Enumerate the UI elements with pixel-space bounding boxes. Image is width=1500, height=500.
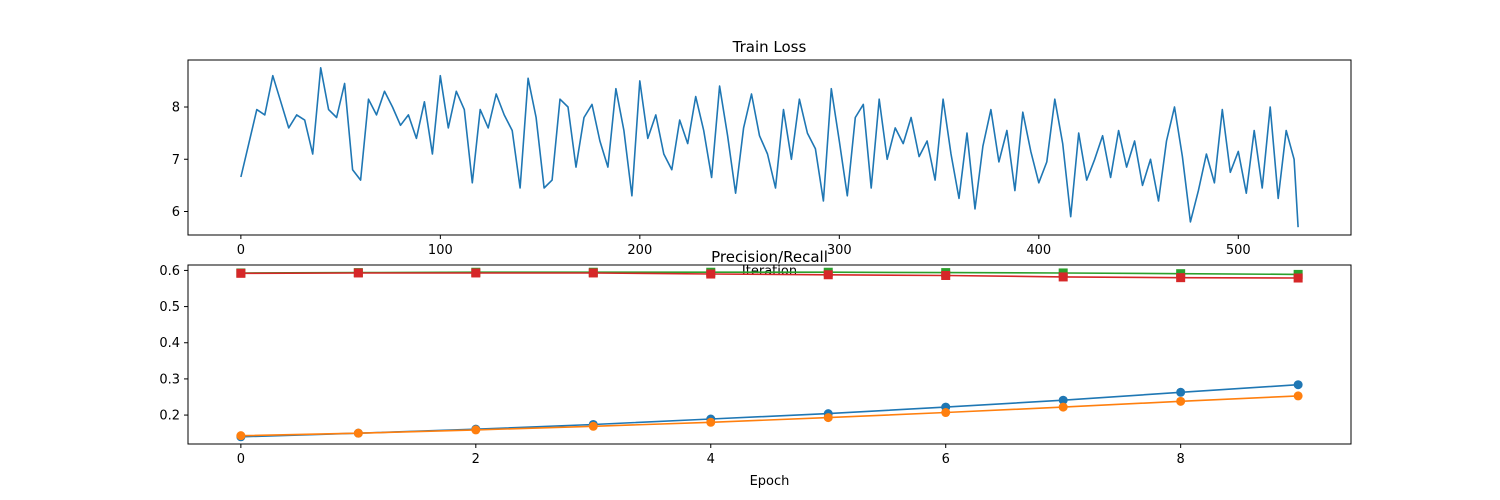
train-loss-x-tick-label: 200 — [627, 243, 652, 258]
precision-recall-series-3-point — [353, 428, 363, 438]
precision-recall-series-2-point — [1176, 387, 1186, 397]
train-loss-marks — [240, 67, 1299, 228]
precision-recall-series-3-point — [471, 425, 481, 435]
precision-recall-series-3-point — [236, 431, 246, 441]
precision-recall-y-tick-label: 0.4 — [159, 336, 180, 351]
precision-recall-axes-frame — [187, 264, 1352, 445]
precision-recall-x-tick-label: 4 — [707, 452, 715, 467]
precision-recall-series-3-point — [1058, 402, 1068, 412]
train-loss-y-ticks: 6 7 8 — [172, 101, 188, 220]
train-loss-axes-frame — [187, 59, 1352, 236]
train-loss-series-0-line — [240, 67, 1299, 228]
train-loss-y-tick-label: 8 — [172, 101, 180, 116]
precision-recall-series-3-point — [941, 408, 951, 418]
precision-recall-x-tick-label: 2 — [472, 452, 480, 467]
precision-recall-y-tick-label: 0.6 — [159, 264, 180, 279]
precision-recall-series-2-point — [1293, 380, 1303, 390]
precision-recall-series-1-point — [353, 268, 363, 278]
train-loss-y-tick-label: 7 — [172, 153, 180, 168]
train-loss-x-tick-label: 500 — [1226, 243, 1251, 258]
precision-recall-series-2-point — [1058, 395, 1068, 405]
precision-recall-series-3-point — [588, 421, 598, 431]
train-loss-x-tick-label: 400 — [1026, 243, 1051, 258]
precision-recall-series-1-point — [1293, 273, 1303, 283]
precision-recall-x-tick-label: 6 — [942, 452, 950, 467]
precision-recall-series-3-line — [240, 395, 1299, 437]
precision-recall-title: Precision/Recall — [711, 248, 828, 266]
train-loss-x-tick-label: 0 — [237, 243, 245, 258]
train-loss-x-tick-label: 300 — [827, 243, 852, 258]
train-loss-plot: 0 100 200 300 400 500 678 Train Loss Iteratio… — [172, 38, 1352, 279]
precision-recall-series-3-point — [1176, 396, 1186, 406]
precision-recall-series-1-point — [588, 268, 598, 278]
precision-recall-series-1-point — [706, 269, 716, 279]
precision-recall-series-1-point — [1058, 272, 1068, 282]
precision-recall-x-label: Epoch — [750, 474, 790, 489]
precision-recall-series-3-point — [706, 417, 716, 427]
train-loss-y-tick-label: 6 — [172, 205, 180, 220]
precision-recall-series-1-point — [941, 270, 951, 280]
precision-recall-y-tick-label: 0.5 — [159, 300, 180, 315]
precision-recall-series-1-point — [1176, 273, 1186, 283]
precision-recall-plot: 0 2 4 6 8 0.2 0.3 0.4 0.5 0.6 Precision/Recall E… — [159, 248, 1352, 489]
train-loss-title: Train Loss — [732, 38, 807, 56]
train-loss-x-ticks: 0 100 200 300 400 500 — [237, 235, 1251, 258]
precision-recall-series-3-point — [1293, 391, 1303, 401]
precision-recall-series-3-point — [823, 413, 833, 423]
precision-recall-marks — [236, 267, 1303, 442]
precision-recall-series-1-point — [236, 268, 246, 278]
precision-recall-series-1-line — [240, 272, 1299, 279]
precision-recall-x-tick-label: 8 — [1177, 452, 1185, 467]
train-loss-x-tick-label: 100 — [428, 243, 453, 258]
precision-recall-y-tick-label: 0.2 — [159, 409, 180, 424]
precision-recall-y-ticks: 0.2 0.3 0.4 0.5 0.6 — [159, 264, 188, 424]
precision-recall-y-tick-label: 0.3 — [159, 372, 180, 387]
precision-recall-x-ticks: 0 2 4 6 8 — [237, 444, 1185, 467]
precision-recall-series-1-point — [471, 268, 481, 278]
precision-recall-series-1-point — [823, 270, 833, 280]
precision-recall-x-tick-label: 0 — [237, 452, 245, 467]
